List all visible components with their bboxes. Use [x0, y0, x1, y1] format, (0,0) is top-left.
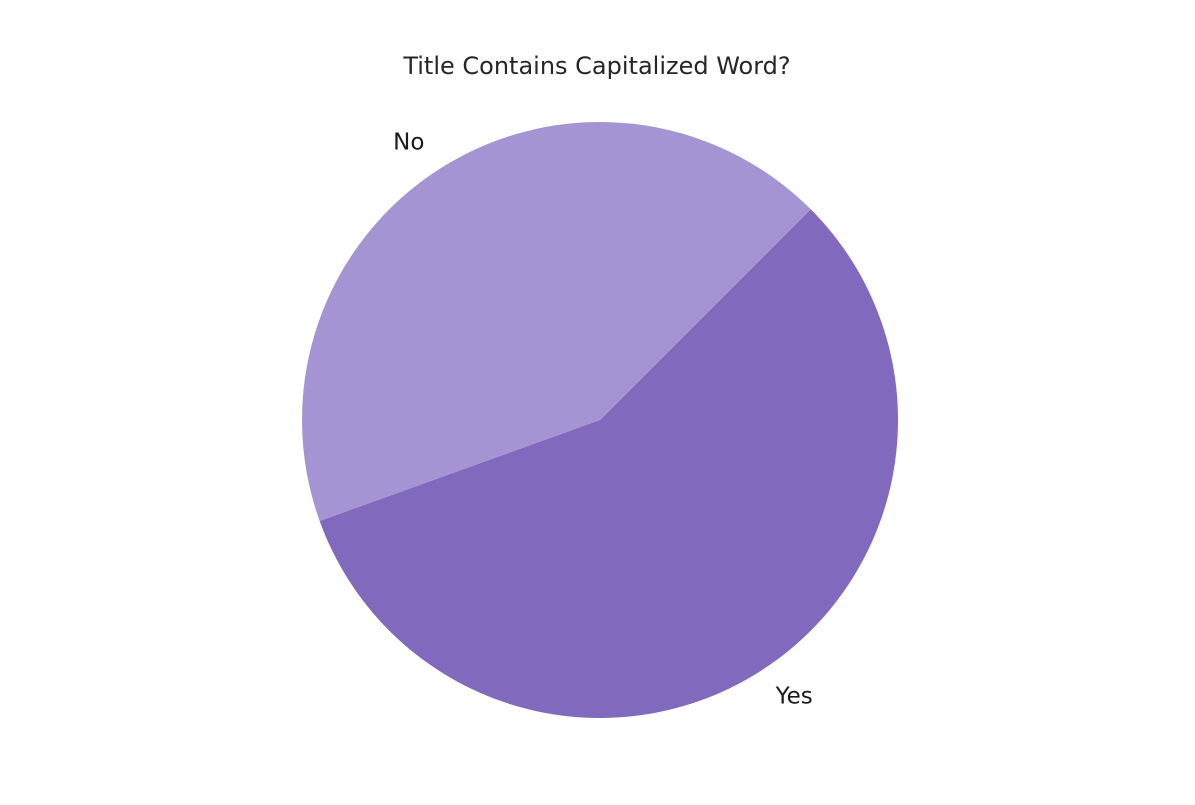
chart-title: Title Contains Capitalized Word?	[402, 52, 790, 80]
pie-slices	[302, 121, 899, 718]
pie-labels: Yes No	[393, 130, 813, 710]
slice-label-yes: Yes	[775, 683, 813, 709]
pie-slice-yes	[319, 209, 899, 718]
pie-slice-no	[302, 121, 811, 521]
slice-label-no: No	[393, 130, 424, 156]
